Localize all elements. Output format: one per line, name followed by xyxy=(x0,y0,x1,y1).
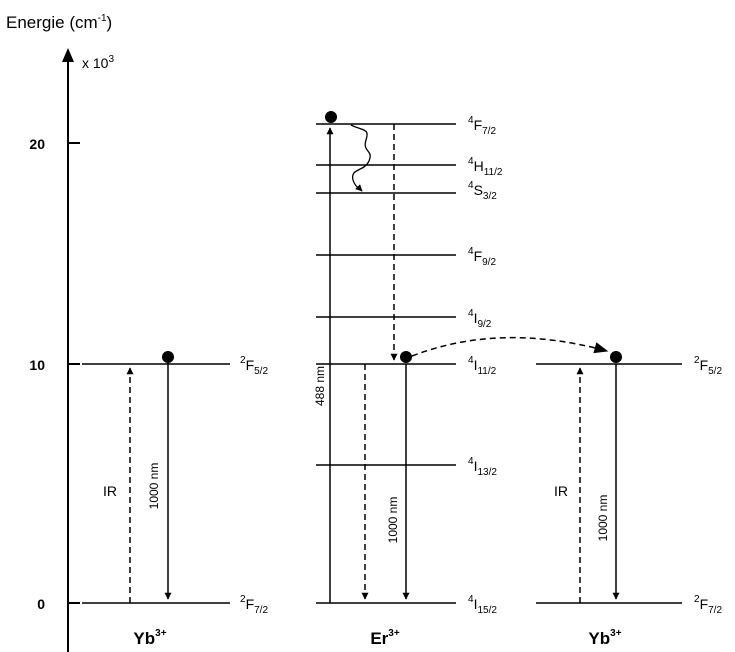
er-label-4H11/2: 4H11/2 xyxy=(468,156,503,178)
er-label-4S3/2: 4S3/2 xyxy=(468,180,497,202)
er-excitation-label: 488 nm xyxy=(313,366,327,406)
er-label-4F9/2: 4F9/2 xyxy=(468,246,496,268)
energy-transfer-curved-arrow xyxy=(411,336,609,357)
yb-right-excited-electron xyxy=(610,351,622,363)
yb-left-excited-electron xyxy=(162,351,174,363)
axis-scale-note: x 103 xyxy=(82,54,114,71)
er-label-4I11/2: 4I11/2 xyxy=(468,355,497,377)
ion-label-yb-right: Yb3+ xyxy=(588,628,621,648)
yb-right-emission-label: 1000 nm xyxy=(596,495,610,542)
yb-right-label-2F7/2: 2F7/2 xyxy=(694,594,722,616)
er-excited-electron xyxy=(325,111,337,123)
tick-label-0: 0 xyxy=(37,596,45,612)
tick-label-10: 10 xyxy=(29,357,45,373)
ion-label-er: Er3+ xyxy=(370,628,400,648)
er-emission-label: 1000 nm xyxy=(386,497,400,544)
axis-arrowhead xyxy=(62,48,74,62)
er-nonradiative-relaxation-wavy-arrow xyxy=(350,124,371,192)
er-label-4I13/2: 4I13/2 xyxy=(468,456,497,478)
yb-right-label-2F5/2: 2F5/2 xyxy=(694,355,722,377)
yb-left-ir-label: IR xyxy=(103,483,117,499)
er-intermediate-electron xyxy=(400,351,412,363)
yb-right-ir-label: IR xyxy=(554,483,568,499)
yb-left-label-2F7/2: 2F7/2 xyxy=(240,594,268,616)
axis-title: Energie (cm-1) xyxy=(6,13,112,32)
tick-label-20: 20 xyxy=(29,136,45,152)
er-label-4F7/2: 4F7/2 xyxy=(468,115,496,137)
yb-left-emission-label: 1000 nm xyxy=(147,463,161,510)
yb-left-label-2F5/2: 2F5/2 xyxy=(240,355,268,377)
er-label-4I15/2: 4I15/2 xyxy=(468,594,497,616)
ion-label-yb-left: Yb3+ xyxy=(133,628,166,648)
er-label-4I9/2: 4I9/2 xyxy=(468,308,492,330)
